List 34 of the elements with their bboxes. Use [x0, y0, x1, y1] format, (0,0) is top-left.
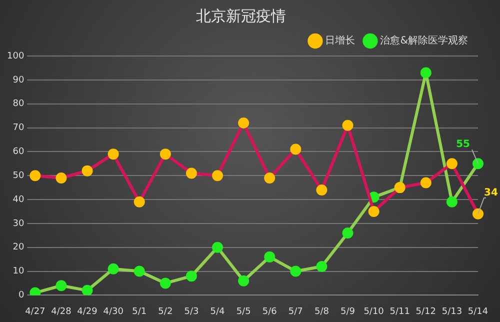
x-tick-label: 5/6: [262, 306, 278, 317]
y-tick-label: 90: [12, 75, 24, 86]
x-tick-label: 4/27: [25, 306, 46, 317]
y-tick-label: 20: [12, 242, 24, 253]
annotation: 55: [456, 139, 470, 150]
x-tick-label: 4/30: [103, 306, 124, 317]
x-tick-label: 5/3: [184, 306, 199, 317]
x-tick-label: 5/14: [468, 306, 488, 317]
y-tick-label: 100: [6, 51, 24, 62]
y-tick-label: 70: [12, 123, 24, 134]
x-tick-label: 5/11: [390, 306, 410, 317]
y-tick-label: 30: [12, 218, 24, 229]
x-tick-label: 5/1: [132, 306, 147, 317]
y-tick-label: 60: [12, 147, 24, 158]
x-tick-label: 5/9: [340, 306, 356, 317]
x-tick-label: 4/29: [77, 306, 98, 317]
legend-label: 日增长: [325, 34, 356, 47]
y-tick-label: 80: [12, 99, 24, 110]
annotation: 34: [484, 187, 498, 198]
x-tick-label: 5/10: [364, 306, 384, 317]
chart-title: 北京新冠疫情: [196, 6, 286, 25]
x-tick-label: 4/28: [51, 306, 72, 317]
x-tick-label: 5/2: [158, 306, 173, 317]
x-tick-label: 5/12: [416, 306, 436, 317]
x-tick-label: 5/5: [236, 306, 251, 317]
y-tick-label: 0: [18, 290, 24, 301]
y-tick-label: 10: [12, 266, 24, 277]
x-tick-label: 5/8: [314, 306, 330, 317]
y-tick-label: 50: [12, 170, 24, 181]
x-tick-label: 5/4: [210, 306, 226, 317]
x-tick-label: 5/7: [288, 306, 303, 317]
y-tick-label: 40: [12, 194, 24, 205]
legend-label: 治愈&解除医学观察: [380, 34, 468, 47]
x-tick-label: 5/13: [442, 306, 462, 317]
